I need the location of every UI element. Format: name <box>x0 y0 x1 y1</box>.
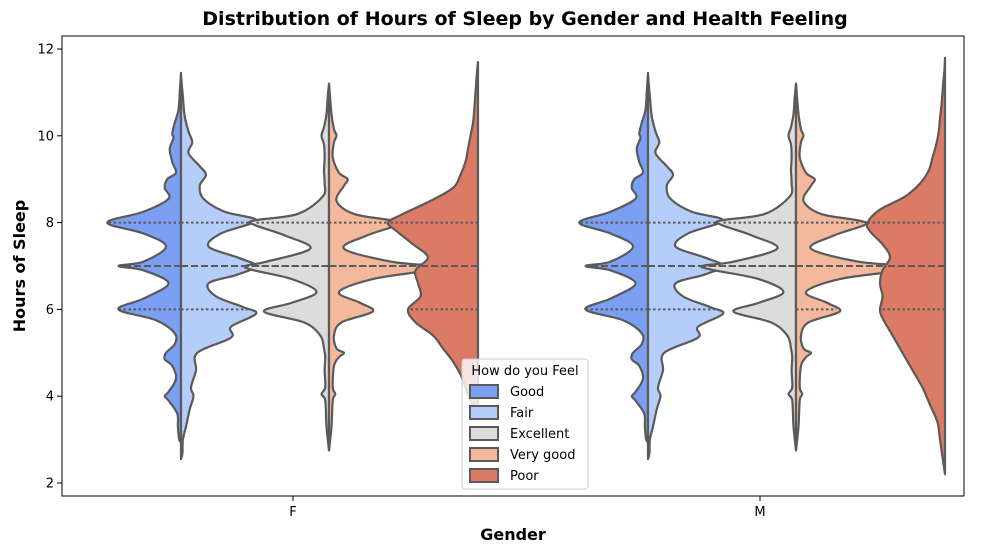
y-tick-label: 12 <box>37 43 54 58</box>
y-tick-label: 4 <box>46 390 54 405</box>
violin-f-good <box>106 71 183 443</box>
violin-m-good <box>578 71 650 443</box>
legend-swatch-very-good <box>469 447 499 462</box>
plot-area-frame <box>61 35 965 497</box>
legend-label-fair: Fair <box>510 406 534 421</box>
legend-swatch-poor <box>469 468 499 483</box>
x-tick-label-f: F <box>289 505 296 520</box>
legend-label-poor: Poor <box>510 469 539 484</box>
violin-group-f <box>106 60 480 461</box>
violin-m-excellent <box>700 82 798 452</box>
violin-group-m <box>578 56 947 476</box>
x-tick-label-m: M <box>754 505 765 520</box>
y-tick-label: 10 <box>37 129 54 144</box>
violin-f-poor <box>386 60 480 411</box>
legend-swatch-fair <box>469 405 499 420</box>
chart-title: Distribution of Hours of Sleep by Gender… <box>202 8 847 30</box>
y-tick-label: 2 <box>46 476 54 491</box>
legend-label-good: Good <box>510 385 544 400</box>
y-tick-label: 6 <box>46 303 54 318</box>
x-axis-label: Gender <box>480 525 546 544</box>
y-axis: 2 4 6 8 10 12 <box>37 43 62 491</box>
legend-swatch-good <box>469 384 499 399</box>
legend: How do you Feel Good Fair Excellent Very go… <box>461 358 589 490</box>
legend-title: How do you Feel <box>471 364 578 379</box>
y-axis-label: Hours of Sleep <box>10 200 29 332</box>
violin-f-excellent <box>243 82 331 452</box>
legend-label-excellent: Excellent <box>510 427 569 442</box>
violin-m-poor <box>865 56 947 476</box>
legend-entries: Good Fair Excellent Very good Poor <box>469 384 575 484</box>
legend-label-very-good: Very good <box>510 448 575 463</box>
legend-swatch-excellent <box>469 426 499 441</box>
violins-layer <box>106 56 947 476</box>
y-tick-label: 8 <box>46 216 54 231</box>
